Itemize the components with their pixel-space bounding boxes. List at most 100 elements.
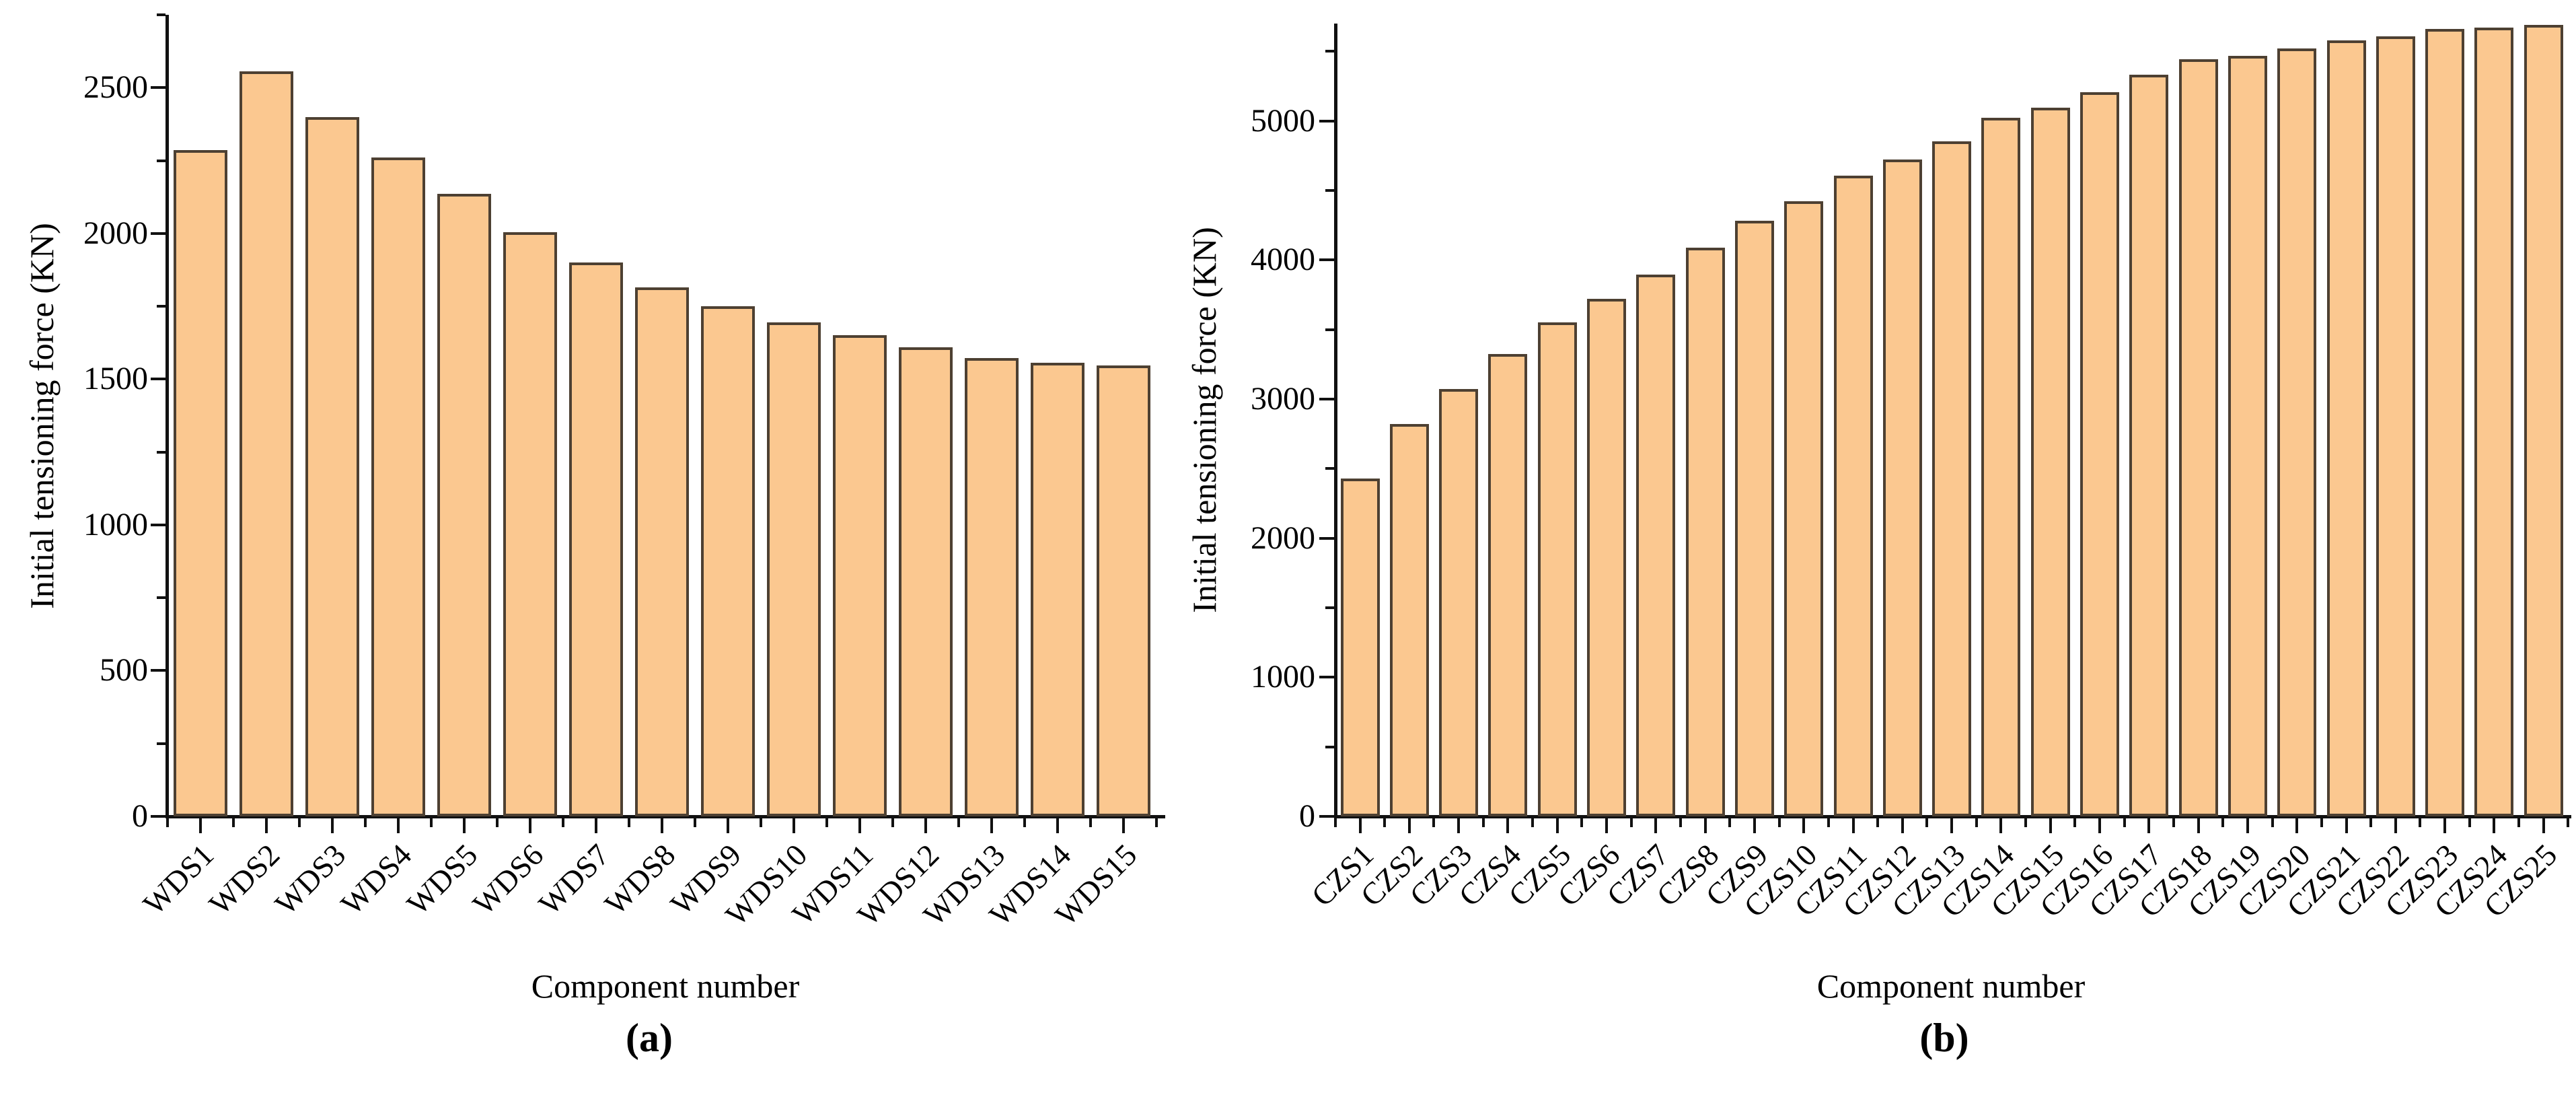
bar-CZS10 — [1784, 201, 1824, 816]
bar-WDS10 — [767, 322, 821, 816]
x-major-tick — [265, 818, 268, 833]
bar-CZS2 — [1389, 424, 1429, 816]
x-major-tick — [2394, 818, 2397, 833]
bar-WDS5 — [437, 194, 491, 816]
x-major-tick — [1901, 818, 1904, 833]
x-major-tick — [2295, 818, 2299, 833]
y-axis-title: Initial tensioning force (KN) — [1185, 227, 1223, 613]
x-minor-tick — [2320, 818, 2323, 827]
x-major-tick — [1457, 818, 1461, 833]
x-major-tick — [2345, 818, 2348, 833]
y-tick-label: 2000 — [83, 215, 148, 251]
panel-caption: (a) — [626, 1016, 673, 1060]
y-tick-label: 2500 — [83, 69, 148, 106]
x-minor-tick — [1629, 818, 1633, 827]
x-minor-tick — [1975, 818, 1978, 827]
x-axis — [1334, 815, 2571, 818]
x-minor-tick — [1155, 818, 1158, 827]
x-minor-tick — [1728, 818, 1732, 827]
x-minor-tick — [2419, 818, 2422, 827]
bar-WDS3 — [305, 116, 359, 816]
bar-CZS11 — [1833, 176, 1873, 816]
x-axis — [165, 815, 1165, 818]
x-major-tick — [2049, 818, 2052, 833]
x-minor-tick — [1432, 818, 1436, 827]
bar-WDS11 — [833, 335, 887, 816]
y-tick-label: 1000 — [83, 506, 148, 542]
bar-WDS13 — [965, 358, 1019, 816]
x-major-tick — [2246, 818, 2249, 833]
x-major-tick — [858, 818, 861, 833]
x-major-tick — [1056, 818, 1059, 833]
bar-CZS9 — [1734, 221, 1774, 816]
x-major-tick — [661, 818, 663, 833]
bar-WDS8 — [635, 287, 689, 816]
y-major-tick — [1319, 258, 1334, 262]
bar-CZS21 — [2326, 40, 2366, 816]
y-tick-label: 2000 — [1251, 520, 1315, 556]
bar-CZS18 — [2178, 59, 2218, 816]
bar-CZS13 — [1932, 141, 1972, 816]
x-minor-tick — [1925, 818, 1929, 827]
x-major-tick — [727, 818, 729, 833]
y-major-tick — [1319, 815, 1334, 818]
x-major-tick — [1122, 818, 1125, 833]
bar-WDS1 — [174, 150, 227, 816]
x-major-tick — [1358, 818, 1362, 833]
y-tick-label: 4000 — [1251, 242, 1315, 278]
x-minor-tick — [2517, 818, 2521, 827]
x-minor-tick — [232, 818, 235, 827]
x-minor-tick — [1580, 818, 1584, 827]
y-minor-tick — [157, 742, 165, 745]
bar-WDS14 — [1031, 363, 1084, 816]
y-minor-tick — [157, 305, 165, 308]
x-axis-title: Component number — [531, 967, 800, 1005]
x-minor-tick — [694, 818, 696, 827]
x-major-tick — [2542, 818, 2545, 833]
bar-CZS20 — [2277, 48, 2317, 816]
x-minor-tick — [1023, 818, 1026, 827]
x-minor-tick — [1827, 818, 1830, 827]
bar-WDS2 — [240, 71, 293, 816]
bar-CZS14 — [1981, 117, 2021, 816]
x-minor-tick — [2369, 818, 2373, 827]
x-major-tick — [2197, 818, 2200, 833]
x-minor-tick — [957, 818, 960, 827]
y-minor-tick — [1325, 745, 1334, 748]
bar-CZS4 — [1488, 353, 1528, 816]
y-major-tick — [151, 232, 165, 235]
y-minor-tick — [1325, 328, 1334, 331]
y-major-tick — [151, 669, 165, 672]
x-major-tick — [1703, 818, 1707, 833]
y-axis — [1334, 24, 1337, 818]
x-minor-tick — [2024, 818, 2028, 827]
panel-caption: (b) — [1919, 1016, 1969, 1060]
x-major-tick — [1506, 818, 1510, 833]
x-minor-tick — [1531, 818, 1535, 827]
x-major-tick — [990, 818, 993, 833]
bar-CZS5 — [1537, 322, 1577, 816]
x-major-tick — [463, 818, 466, 833]
x-minor-tick — [2271, 818, 2274, 827]
x-major-tick — [1555, 818, 1559, 833]
y-tick-label: 1500 — [83, 361, 148, 397]
bar-CZS19 — [2228, 55, 2267, 816]
x-minor-tick — [1383, 818, 1387, 827]
y-tick-label: 500 — [100, 652, 148, 689]
x-minor-tick — [891, 818, 894, 827]
bar-CZS12 — [1882, 159, 1922, 816]
y-tick-label: 5000 — [1251, 102, 1315, 139]
bar-CZS17 — [2129, 75, 2169, 816]
x-minor-tick — [562, 818, 564, 827]
bar-WDS15 — [1097, 365, 1150, 816]
bar-WDS4 — [371, 157, 425, 816]
bar-CZS6 — [1587, 299, 1626, 816]
y-major-tick — [1319, 119, 1334, 122]
bar-CZS3 — [1439, 388, 1479, 816]
x-major-tick — [1851, 818, 1855, 833]
x-minor-tick — [825, 818, 828, 827]
y-major-tick — [151, 378, 165, 381]
bar-CZS8 — [1685, 247, 1725, 816]
